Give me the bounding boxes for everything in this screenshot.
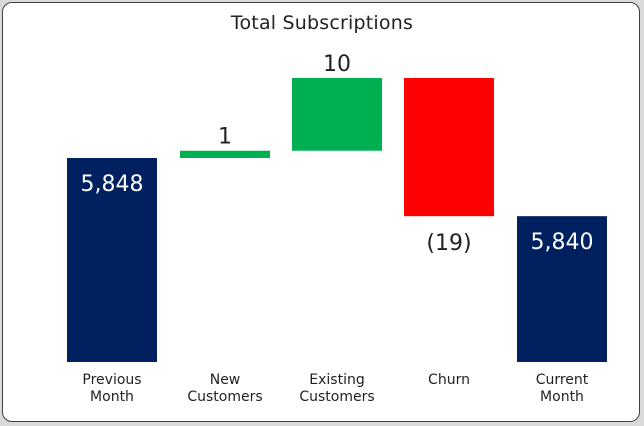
category-label-1-0: New [210, 372, 241, 388]
category-label-2-0: Existing [309, 372, 364, 388]
value-label-3: (19) [426, 231, 471, 256]
bar-2[interactable] [292, 78, 382, 151]
category-labels-layer: PreviousMonthNewCustomersExistingCustome… [82, 372, 588, 405]
bar-1[interactable] [180, 150, 270, 158]
value-label-1: 1 [218, 125, 232, 150]
value-label-0: 5,848 [81, 172, 144, 197]
bar-0[interactable] [67, 158, 157, 362]
category-label-4-0: Current [536, 372, 589, 388]
chart-title: Total Subscriptions [230, 12, 414, 34]
value-labels-layer: 5,848 1 10 (19) 5,840 [81, 52, 594, 256]
category-label-4-1: Month [540, 389, 584, 405]
bar-4[interactable] [517, 216, 607, 362]
category-label-0-1: Month [90, 389, 134, 405]
value-label-4: 5,840 [531, 230, 594, 255]
category-label-2-1: Customers [299, 389, 374, 405]
category-label-0-0: Previous [82, 372, 141, 388]
category-label-1-1: Customers [187, 389, 262, 405]
category-label-3-0: Churn [428, 372, 470, 388]
bar-3[interactable] [404, 78, 494, 217]
bars-layer [67, 78, 607, 362]
value-label-2: 10 [323, 52, 351, 77]
